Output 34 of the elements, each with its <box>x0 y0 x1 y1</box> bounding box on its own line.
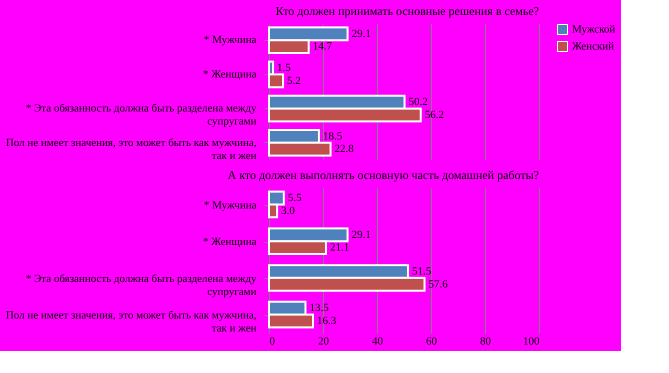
data-label: 50.2 <box>408 96 428 108</box>
chart-title: Кто должен принимать основные решения в семье? <box>276 4 539 18</box>
y-tick-label: * Женщина <box>203 236 257 248</box>
data-label: 22.8 <box>334 143 354 156</box>
y-tick-label: Пол не имеет значения, это может быть как мужчина, так и жен <box>6 310 257 335</box>
y-tick-label: Пол не имеет значения, это может быть как мужчина, так и жен <box>6 136 257 162</box>
data-label: 5.5 <box>288 192 302 204</box>
data-label: 18.5 <box>322 130 343 142</box>
data-label: 51.5 <box>412 265 432 278</box>
data-label: 57.6 <box>428 278 448 290</box>
legend-label: Женский <box>572 40 614 52</box>
x-tick-label: 60 <box>426 336 438 348</box>
legend-label: Мужской <box>572 24 616 36</box>
data-label: 3.0 <box>281 204 296 217</box>
data-label: 5.2 <box>287 74 301 87</box>
y-tick-label: * Мужчина <box>204 34 257 46</box>
x-tick-label: 20 <box>318 336 330 348</box>
y-tick-label: * Женщина <box>203 68 257 80</box>
data-label: 29.1 <box>352 228 371 241</box>
x-tick-label: 100 <box>523 336 540 348</box>
data-label: 1.5 <box>277 62 292 74</box>
chart-title: А кто должен выполнять основную часть домашней работы? <box>228 168 539 182</box>
y-tick-label: * Эта обязанность должна быть разделена между супругами <box>26 272 257 298</box>
y-tick-label: * Мужчина <box>204 199 257 212</box>
data-label: 13.5 <box>309 302 330 314</box>
data-label: 14.7 <box>312 40 332 53</box>
y-tick-label: * Эта обязанность должна быть разделена между супругами <box>26 102 257 128</box>
data-label: 29.1 <box>352 28 371 40</box>
data-label: 16.3 <box>317 315 337 328</box>
data-label: 21.1 <box>330 242 350 254</box>
data-label: 56.2 <box>424 108 444 121</box>
x-tick-label: 0 <box>270 336 276 348</box>
x-tick-label: 40 <box>372 336 384 348</box>
x-tick-label: 80 <box>480 336 492 348</box>
